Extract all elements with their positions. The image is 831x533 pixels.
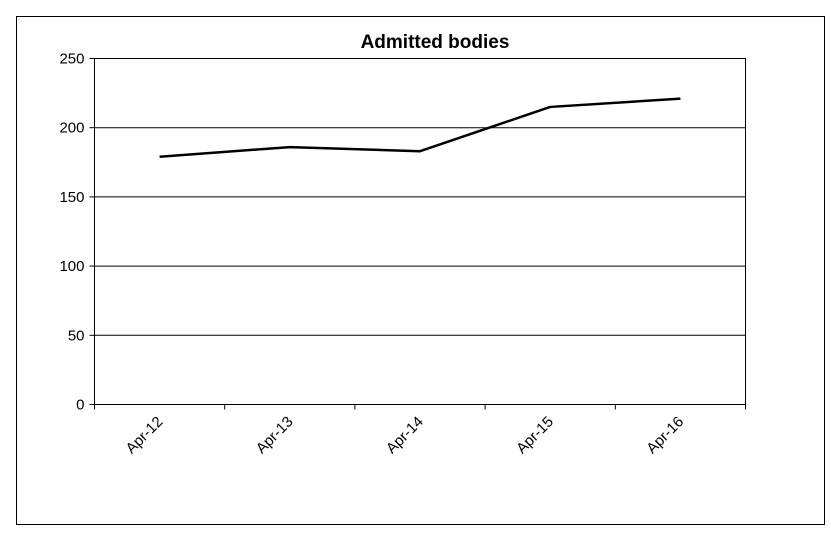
y-tick-label: 150 [59,189,84,206]
y-tick-label: 250 [59,51,84,68]
y-tick-label: 100 [59,258,84,275]
chart-title: Admitted bodies [361,32,510,53]
y-tick-label: 50 [68,327,85,344]
y-tick-label: 0 [76,397,84,414]
y-tick-label: 200 [59,120,84,137]
